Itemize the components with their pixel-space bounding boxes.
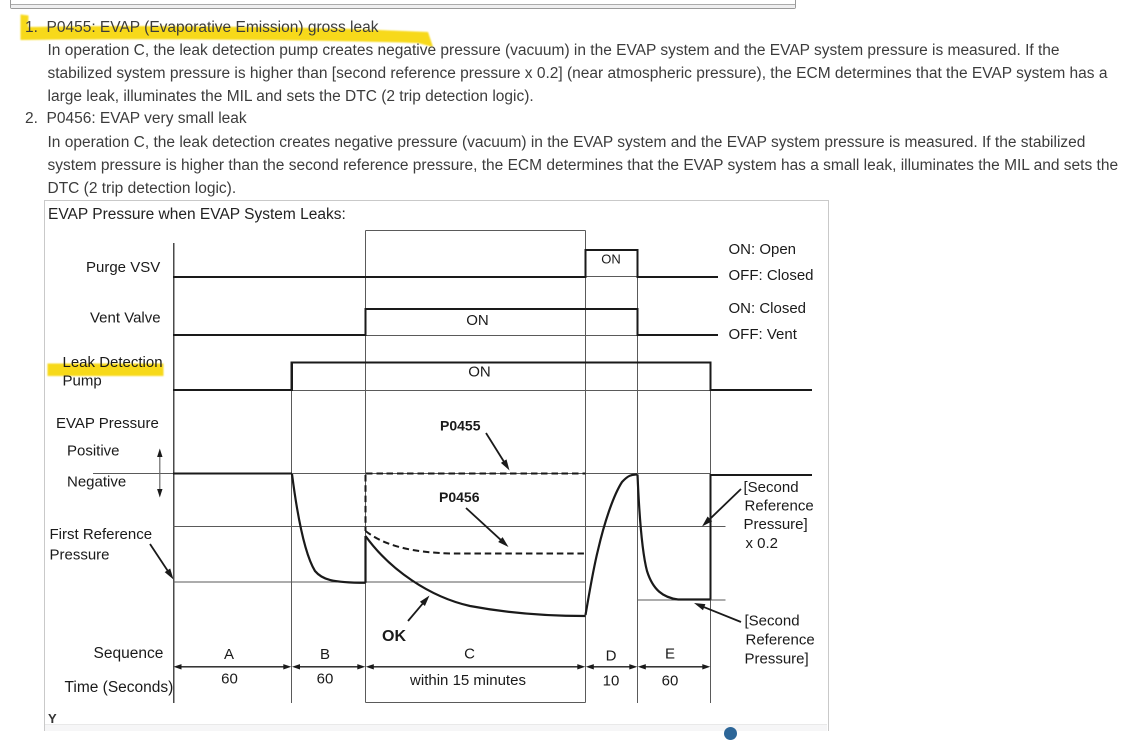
- svg-text:Pressure]: Pressure]: [745, 651, 809, 668]
- svg-text:Time (Seconds): Time (Seconds): [65, 679, 174, 696]
- svg-text:First Reference: First Reference: [50, 526, 153, 543]
- svg-text:x 0.2: x 0.2: [746, 535, 779, 552]
- svg-text:Purge VSV: Purge VSV: [86, 259, 160, 276]
- svg-text:D: D: [606, 648, 617, 665]
- svg-text:C: C: [464, 646, 475, 663]
- svg-text:60: 60: [662, 673, 679, 690]
- svg-text:OFF: Closed: OFF: Closed: [729, 267, 814, 284]
- svg-text:P0456: P0456: [439, 489, 480, 505]
- svg-text:OK: OK: [382, 628, 406, 645]
- svg-text:OFF: Vent: OFF: Vent: [729, 326, 798, 343]
- svg-text:E: E: [665, 646, 675, 663]
- svg-text:B: B: [320, 646, 330, 663]
- svg-text:10: 10: [603, 673, 620, 690]
- svg-text:ON: ON: [466, 312, 489, 329]
- svg-text:Leak Detection: Leak Detection: [63, 354, 163, 371]
- svg-text:Pump: Pump: [63, 373, 102, 390]
- svg-text:Vent Valve: Vent Valve: [90, 310, 161, 327]
- svg-text:Pressure: Pressure: [50, 547, 110, 564]
- svg-text:60: 60: [221, 671, 238, 688]
- svg-text:Sequence: Sequence: [94, 645, 164, 662]
- svg-text:Positive: Positive: [67, 443, 120, 460]
- svg-text:ON: Open: ON: Open: [729, 241, 797, 258]
- svg-text:ON: ON: [468, 364, 491, 381]
- svg-text:[Second: [Second: [745, 613, 800, 630]
- svg-text:[Second: [Second: [744, 479, 799, 496]
- svg-text:ON: Closed: ON: Closed: [729, 300, 807, 317]
- svg-text:Reference: Reference: [745, 498, 814, 515]
- svg-text:A: A: [224, 646, 234, 663]
- svg-text:Reference: Reference: [746, 632, 815, 649]
- svg-text:EVAP Pressure: EVAP Pressure: [56, 415, 159, 432]
- svg-text:ON: ON: [601, 252, 621, 267]
- svg-text:Pressure]: Pressure]: [744, 516, 808, 533]
- svg-text:within 15 minutes: within 15 minutes: [409, 672, 526, 689]
- svg-text:Negative: Negative: [67, 474, 126, 491]
- svg-text:60: 60: [317, 671, 334, 688]
- svg-text:P0455: P0455: [440, 418, 481, 434]
